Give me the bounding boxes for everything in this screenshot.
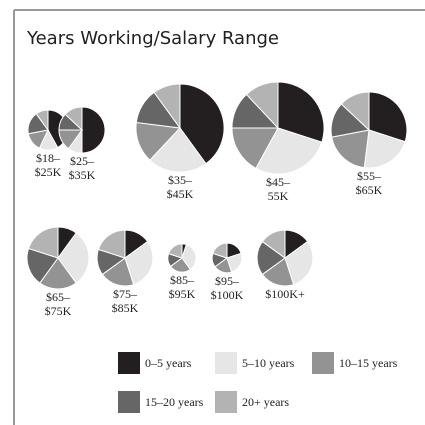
pie-slice xyxy=(81,106,106,154)
pie-slice xyxy=(64,106,83,132)
pie-slice xyxy=(26,247,59,284)
legend-label: 20+ years xyxy=(242,395,289,409)
pie-label: $95– xyxy=(215,274,240,288)
legend-label: 15–20 years xyxy=(145,395,204,409)
legend-label: 5–10 years xyxy=(242,356,295,370)
pie-slice xyxy=(363,129,406,169)
pie-label: 55K xyxy=(268,189,289,203)
legend-swatch xyxy=(118,352,140,374)
pie-label: $25– xyxy=(70,154,95,168)
pie-label: $75– xyxy=(113,287,138,301)
legend-swatch xyxy=(312,352,334,374)
pie-label: $95K xyxy=(169,287,196,301)
pie-slice xyxy=(368,91,408,143)
pie-label: $45– xyxy=(266,175,291,189)
pie-label: $18– xyxy=(36,151,61,165)
pie-slice xyxy=(284,240,314,286)
pie-slice xyxy=(245,81,279,130)
legend-label: 10–15 years xyxy=(339,356,398,370)
pie-label: $55– xyxy=(357,169,382,183)
pie-label: $85K xyxy=(112,301,139,315)
pie-slice xyxy=(153,83,181,130)
pie-label: $65– xyxy=(46,290,71,304)
chart-title: Years Working/Salary Range xyxy=(26,28,279,49)
pie-slice xyxy=(331,129,370,169)
pie-label: $45K xyxy=(167,187,194,201)
pie-label: $35– xyxy=(168,173,193,187)
legend-swatch xyxy=(215,391,237,413)
pie-label: $100K xyxy=(211,288,244,302)
pie-slice xyxy=(124,240,154,286)
pie-slice xyxy=(340,91,370,132)
pie-label: $75K xyxy=(45,304,72,318)
pie-slice xyxy=(97,229,126,259)
pie-slice xyxy=(179,83,225,165)
legend-swatch xyxy=(215,352,237,374)
pie-label: $25K xyxy=(35,165,62,179)
pie-slice xyxy=(39,257,77,290)
pie-slice xyxy=(149,127,207,173)
pie-label: $100K+ xyxy=(265,287,305,301)
pie-slice xyxy=(167,243,183,259)
legend-swatch xyxy=(118,391,140,413)
pie-slice xyxy=(255,127,323,175)
pie-slice xyxy=(261,229,286,259)
pie-slice xyxy=(57,232,90,284)
pie-label: $35K xyxy=(69,168,96,182)
pie-label: $65K xyxy=(356,183,383,197)
pie-slice xyxy=(277,81,325,143)
legend-label: 0–5 years xyxy=(145,356,192,370)
pie-slice xyxy=(27,226,59,259)
pie-slice xyxy=(231,127,279,170)
pie-slice xyxy=(212,242,228,259)
pie-slice xyxy=(181,243,197,271)
pie-label: $85– xyxy=(170,273,195,287)
pie-slice xyxy=(35,109,49,132)
